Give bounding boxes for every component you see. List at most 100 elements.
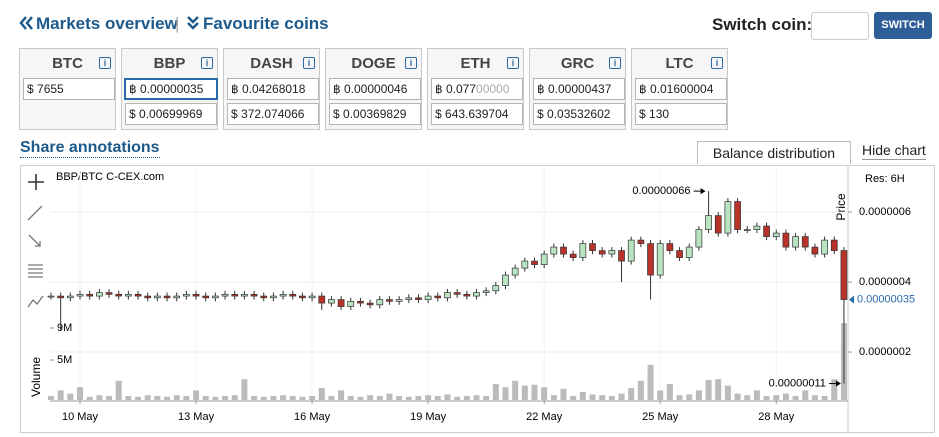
currency-symbol: ฿ — [129, 82, 137, 96]
volume-bar — [724, 385, 731, 400]
info-icon[interactable]: i — [507, 57, 519, 69]
pattern-tool[interactable] — [27, 295, 44, 308]
price-field[interactable]: $ 0.00699969 — [125, 103, 217, 125]
coin-input[interactable] — [811, 12, 869, 40]
volume-bar — [386, 393, 393, 400]
coin-card[interactable]: GRC i ฿ 0.00000437 $ 0.03532602 — [529, 48, 626, 130]
volume-tick-label: 9M — [57, 322, 72, 334]
price-field[interactable]: ฿ 0.00000437 — [533, 78, 625, 100]
candle-body — [386, 299, 393, 302]
volume-bar — [115, 380, 122, 400]
candle-body — [105, 292, 113, 295]
price-field[interactable]: $ 372.074066 — [227, 103, 319, 125]
candle-body — [482, 290, 490, 293]
volume-bar — [618, 393, 625, 400]
crosshair-tool[interactable] — [28, 174, 44, 190]
volume-bar — [773, 395, 780, 400]
volume-bar — [531, 384, 538, 400]
volume-bar — [570, 396, 577, 400]
price-value: 0.00000046 — [343, 82, 408, 96]
price-field[interactable]: ฿ 0.01600004 — [635, 78, 727, 100]
candle-body — [830, 239, 838, 251]
coin-card[interactable]: LTC i ฿ 0.01600004 $ 130 — [631, 48, 728, 130]
coin-name: BBP — [153, 55, 186, 72]
volume-bar — [193, 390, 200, 400]
annotation-label: 0.00000066 — [632, 185, 690, 197]
volume-bar — [289, 396, 296, 400]
candle-body — [415, 297, 422, 300]
volume-bar — [231, 395, 238, 400]
currency-symbol: $ — [129, 107, 136, 121]
volume-bar — [666, 384, 673, 400]
candle-body — [125, 293, 132, 297]
candle-body — [811, 246, 819, 255]
candle-body — [221, 293, 229, 297]
candle-body — [647, 243, 654, 276]
markets-overview-link[interactable]: Markets overview — [36, 14, 178, 33]
candle-body — [424, 295, 432, 300]
price-field[interactable]: $ 0.03532602 — [533, 103, 625, 125]
candle-body — [163, 295, 171, 299]
volume-bar — [212, 396, 219, 400]
coin-card[interactable]: DOGE i ฿ 0.00000046 $ 0.00369829 — [325, 48, 422, 130]
hide-chart-tab[interactable]: Hide chart — [862, 142, 926, 160]
favourite-coins-link[interactable]: Favourite coins — [203, 14, 329, 33]
info-icon[interactable]: i — [405, 57, 417, 69]
price-field[interactable]: ฿ 0.04268018 — [227, 78, 319, 100]
candle-body — [714, 215, 722, 234]
line-tool[interactable] — [27, 205, 43, 221]
price-value-faded: 00000 — [476, 82, 510, 96]
info-icon[interactable]: i — [303, 57, 315, 69]
price-field[interactable]: ฿ 0.07700000 — [431, 78, 523, 100]
coin-name: LTC — [665, 55, 694, 72]
volume-bar — [608, 396, 615, 400]
volume-bar — [86, 396, 93, 400]
candle-body — [608, 250, 616, 255]
share-annotations-link[interactable]: Share annotations — [20, 139, 160, 158]
price-field[interactable]: $ 7655 — [23, 78, 115, 100]
volume-bar — [715, 379, 722, 400]
coin-card[interactable]: DASH i ฿ 0.04268018 $ 372.074066 — [223, 48, 320, 130]
info-icon[interactable]: i — [711, 57, 723, 69]
chart-title: BBP/BTC C-CEX.com — [56, 171, 164, 183]
volume-bar — [125, 396, 132, 400]
fib-tool[interactable] — [28, 264, 43, 278]
price-value: 7655 — [37, 82, 64, 96]
volume-bar — [396, 396, 403, 400]
volume-bar — [144, 395, 151, 400]
coin-card[interactable]: BBP i ฿ 0.00000035 $ 0.00699969 — [121, 48, 218, 130]
switch-button[interactable]: SWITCH — [874, 12, 932, 39]
x-tick-label: 19 May — [410, 411, 447, 423]
candle-body — [212, 295, 219, 299]
volume-bar — [541, 387, 548, 400]
price-value: 130 — [649, 107, 670, 121]
candle-body — [337, 299, 345, 307]
arrow-tool[interactable] — [28, 234, 41, 247]
price-field[interactable]: ฿ 0.00000035 — [124, 78, 218, 100]
coin-card[interactable]: ETH i ฿ 0.07700000 $ 643.639704 — [427, 48, 524, 130]
price-field[interactable]: $ 130 — [635, 103, 727, 125]
candle-body — [560, 246, 567, 255]
coin-card[interactable]: BTC i $ 7655 — [19, 48, 116, 130]
volume-bar — [338, 390, 345, 400]
info-icon[interactable]: i — [99, 57, 111, 69]
volume-bar — [686, 394, 693, 400]
volume-bar — [657, 390, 664, 400]
candle-body — [502, 274, 509, 286]
candle-body — [676, 250, 683, 258]
volume-bar — [802, 390, 809, 400]
price-value: 0.00369829 — [343, 107, 407, 121]
volume-bar — [463, 396, 470, 400]
x-tick-label: 16 May — [294, 411, 331, 423]
candle-body — [531, 260, 538, 265]
balance-distribution-tab[interactable]: Balance distribution — [697, 141, 851, 164]
info-icon[interactable]: i — [609, 57, 621, 69]
x-tick-label: 25 May — [642, 411, 679, 423]
chart-frame — [20, 165, 935, 433]
price-value: 0.04268018 — [241, 82, 306, 96]
price-field[interactable]: ฿ 0.00000046 — [329, 78, 421, 100]
info-icon[interactable]: i — [201, 57, 213, 69]
price-field[interactable]: $ 643.639704 — [431, 103, 523, 125]
price-field[interactable]: $ 0.00369829 — [329, 103, 421, 125]
volume-bar — [454, 396, 461, 400]
